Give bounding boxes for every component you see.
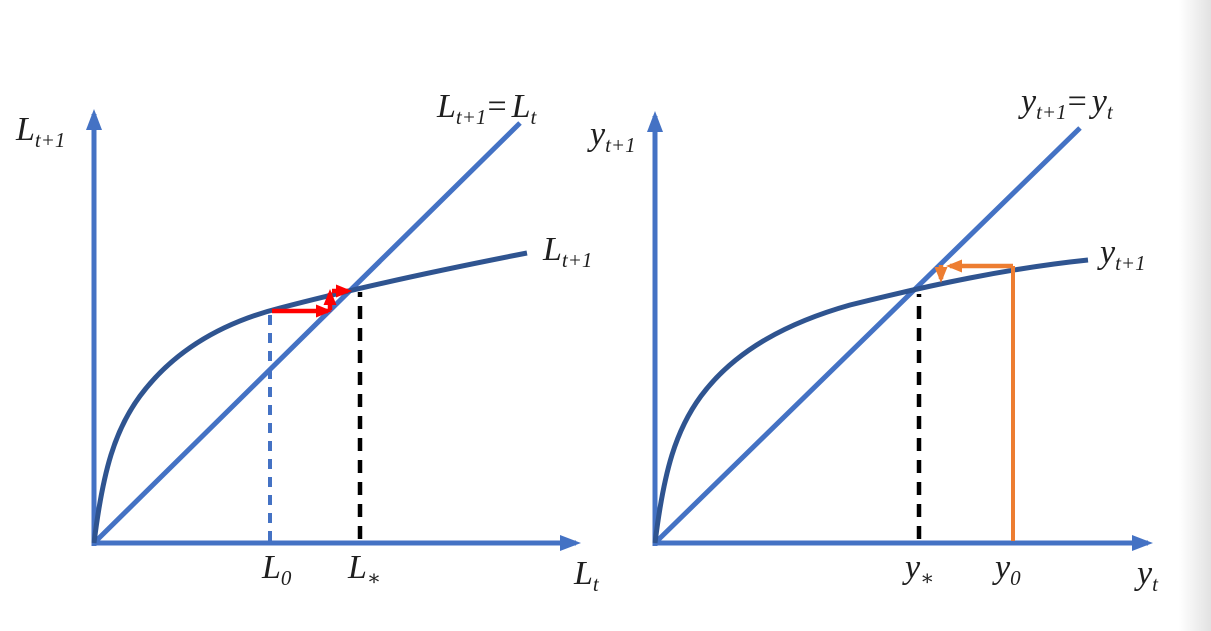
- subscript: t+1: [455, 105, 487, 129]
- left-x-axis-label: Lt: [574, 557, 599, 601]
- base-symbol: y: [1091, 83, 1107, 120]
- right-transition-curve: [652, 257, 1089, 544]
- base-symbol: L: [262, 549, 281, 586]
- left-transition-curve: [91, 250, 528, 544]
- left-identity-line-label: Lt+1= Lt: [437, 90, 536, 134]
- right-x-axis-label: yt: [1137, 557, 1158, 601]
- base-symbol: y: [590, 116, 606, 153]
- base-symbol: L: [348, 549, 367, 586]
- subscript: t+1: [34, 128, 66, 152]
- base-symbol: y: [1100, 234, 1116, 271]
- subscript: t: [592, 572, 599, 596]
- subscript: t: [1106, 100, 1113, 124]
- subscript: ∗: [920, 566, 935, 590]
- base-symbol: L: [543, 231, 562, 268]
- right-steady-state-tick-label: y∗: [905, 551, 934, 595]
- subscript: t+1: [605, 133, 636, 157]
- base-symbol: L: [437, 88, 456, 125]
- subscript: t+1: [1115, 251, 1146, 275]
- subscript: t+1: [1036, 100, 1067, 124]
- left-initial-tick-label: L0: [262, 551, 291, 595]
- subscript: t: [530, 105, 537, 129]
- right-y-axis-label: yt+1: [590, 118, 636, 162]
- left-45-degree-line: [92, 121, 522, 545]
- subscript: ∗: [366, 566, 382, 590]
- equals-sign: =: [1067, 83, 1087, 120]
- base-symbol: L: [16, 111, 35, 148]
- page-edge-shadow: [1179, 0, 1211, 631]
- left-steady-state-tick-label: L∗: [348, 551, 381, 595]
- base-symbol: y: [1021, 83, 1037, 120]
- subscript: t: [1152, 572, 1158, 596]
- base-symbol: y: [995, 549, 1011, 586]
- base-symbol: L: [511, 88, 531, 125]
- base-symbol: y: [905, 549, 921, 586]
- left-curve-label: Lt+1: [543, 233, 592, 277]
- right-initial-tick-label: y0: [995, 551, 1021, 595]
- subscript: 0: [280, 566, 292, 590]
- right-identity-line-label: yt+1= yt: [1021, 85, 1113, 129]
- subscript: 0: [1010, 566, 1021, 590]
- base-symbol: L: [574, 555, 593, 592]
- right-curve-label: yt+1: [1100, 236, 1146, 280]
- base-symbol: y: [1137, 555, 1153, 592]
- equals-sign: =: [487, 88, 507, 125]
- subscript: t+1: [561, 248, 593, 272]
- left-y-axis-label: Lt+1: [16, 113, 65, 157]
- right-45-degree-line: [653, 126, 1082, 545]
